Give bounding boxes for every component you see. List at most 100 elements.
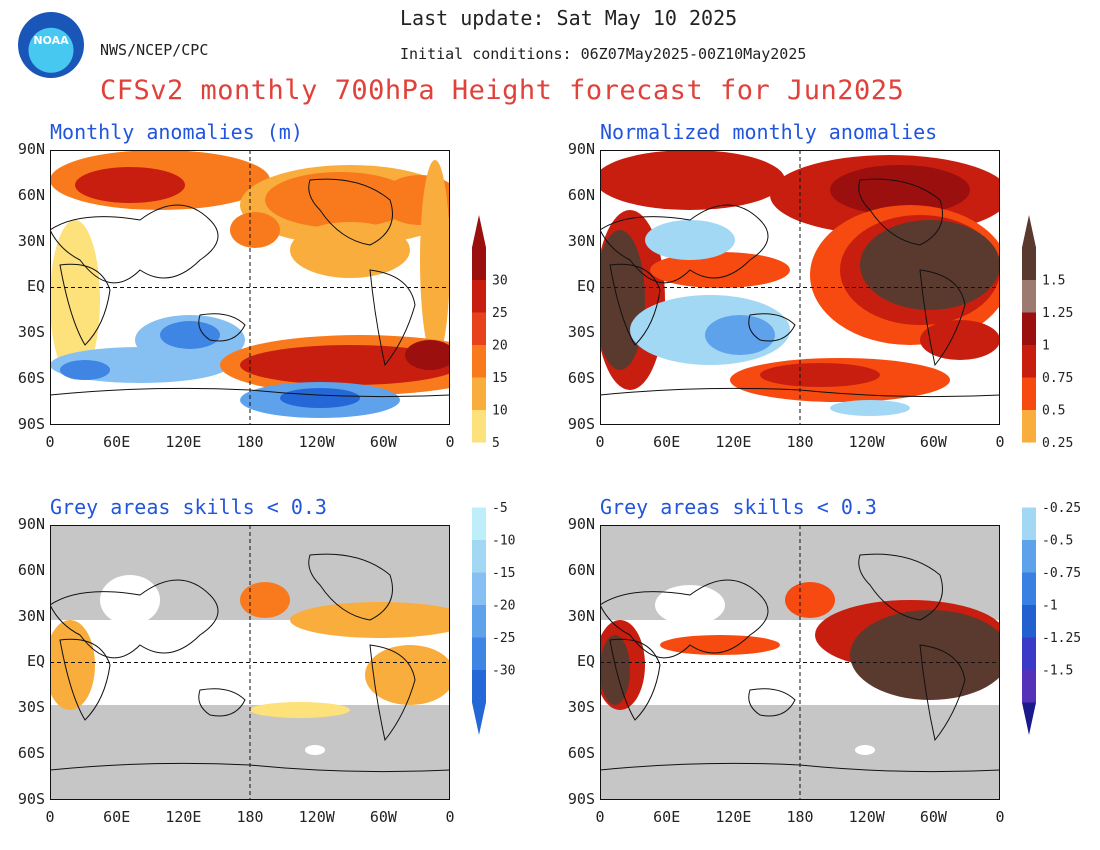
lat-tick-label: 90N <box>567 140 595 158</box>
colorbar-label: 20 <box>492 338 508 354</box>
lon-tick-label: 60E <box>653 433 681 451</box>
lat-tick-label: EQ <box>26 652 45 671</box>
colorbar-segment <box>472 605 486 638</box>
lat-tick-label: 30S <box>567 323 595 342</box>
colorbar-label: 10 <box>492 403 508 419</box>
lon-tick-label: 120W <box>848 433 885 451</box>
lat-tick-label: EQ <box>26 277 45 296</box>
lon-tick-label: 0 <box>995 808 1005 826</box>
map-panel-skill-masked-normalized <box>600 525 1000 800</box>
lat-tick-label: 90N <box>17 515 45 533</box>
lon-tick-label: 0 <box>445 808 455 826</box>
lon-tick-label: 0 <box>445 433 455 451</box>
lon-tick-label: 60E <box>653 808 681 826</box>
colorbar-label: 30 <box>492 273 508 289</box>
colorbar-label: -30 <box>492 663 516 679</box>
colorbar-label: -25 <box>492 631 516 646</box>
lon-tick-label: 0 <box>995 433 1005 451</box>
lon-tick-label: 0 <box>595 808 605 826</box>
colorbar-segment <box>472 377 486 410</box>
map-panel-skill-masked-anomalies <box>50 525 450 800</box>
lon-tick-label: 120W <box>298 433 335 451</box>
colorbar-bottom-arrow <box>1022 702 1036 735</box>
lat-tick-label: 90S <box>17 789 45 808</box>
colorbar-label: -20 <box>492 598 516 614</box>
colorbar-segment <box>472 507 486 540</box>
colorbar-segment <box>1022 637 1036 670</box>
colorbar-segment <box>1022 280 1036 313</box>
lat-tick-label: 60S <box>17 369 45 387</box>
colorbar-segment <box>1022 312 1036 345</box>
colorbar-segment <box>1022 507 1036 540</box>
colorbar-segment <box>1022 572 1036 605</box>
lon-tick-label: 0 <box>595 433 605 451</box>
last-update: Last update: Sat May 10 2025 <box>400 6 738 30</box>
colorbar-top-arrow <box>1022 215 1036 248</box>
colorbar-label: -15 <box>492 566 516 581</box>
lon-tick-label: 120W <box>298 808 335 826</box>
noaa-logo-text: NOAA <box>33 34 69 47</box>
map-panel-anomalies <box>50 150 450 425</box>
colorbar-segment <box>472 475 486 508</box>
colorbar-segment <box>1022 247 1036 280</box>
colorbar-segment <box>1022 605 1036 638</box>
panel-title-bottom-right: Grey areas skills < 0.3 <box>600 495 877 519</box>
lat-tick-label: 90S <box>17 414 45 433</box>
colorbar-segment <box>472 410 486 443</box>
map-panel-normalized <box>600 150 1000 425</box>
lat-tick-label: 60N <box>567 560 595 579</box>
lon-tick-label: 120E <box>165 808 202 826</box>
lat-tick-label: 30N <box>17 606 45 625</box>
lat-tick-label: 60S <box>17 744 45 762</box>
colorbar-segment <box>1022 475 1036 508</box>
agency-label: NWS/NCEP/CPC <box>100 41 209 59</box>
lat-tick-label: EQ <box>576 652 595 671</box>
colorbar-top-arrow <box>472 215 486 248</box>
colorbar-label: 1.5 <box>1042 273 1066 289</box>
colorbar-segment <box>1022 442 1036 475</box>
colorbar-label: -0.5 <box>1042 533 1074 549</box>
lon-tick-label: 180 <box>786 808 814 826</box>
colorbar-segment <box>1022 540 1036 573</box>
lat-tick-label: 60S <box>567 369 595 387</box>
lat-tick-label: 60N <box>17 185 45 204</box>
colorbar-label: -1.25 <box>1042 631 1082 646</box>
lon-tick-label: 120W <box>848 808 885 826</box>
colorbar-segment <box>472 280 486 313</box>
lat-tick-label: 30N <box>567 231 595 250</box>
lon-tick-label: 60W <box>369 433 397 451</box>
lon-tick-label: 120E <box>715 808 752 826</box>
colorbar-label: 0.5 <box>1042 403 1066 419</box>
lat-tick-label: 30S <box>17 323 45 342</box>
lat-tick-label: 90S <box>567 414 595 433</box>
lat-tick-label: 60N <box>567 185 595 204</box>
colorbar-label: -0.75 <box>1042 566 1082 581</box>
page-title: CFSv2 monthly 700hPa Height forecast for… <box>100 75 905 106</box>
colorbar-segment <box>472 345 486 378</box>
lat-tick-label: 90N <box>17 140 45 158</box>
lon-tick-label: 0 <box>45 433 55 451</box>
lat-tick-label: 90N <box>567 515 595 533</box>
noaa-logo: NOAA <box>18 12 84 78</box>
colorbar-segment <box>472 247 486 280</box>
colorbar-segment <box>472 442 486 475</box>
lon-tick-label: 180 <box>786 433 814 451</box>
lon-tick-label: 180 <box>236 808 264 826</box>
panel-title-top-right: Normalized monthly anomalies <box>600 120 938 144</box>
colorbar-label: 0.75 <box>1042 371 1074 386</box>
colorbar-segment <box>1022 377 1036 410</box>
lon-tick-label: 60W <box>919 433 947 451</box>
lon-tick-label: 60E <box>103 433 131 451</box>
colorbar-segment <box>472 572 486 605</box>
lat-tick-label: 30N <box>567 606 595 625</box>
lat-tick-label: 30N <box>17 231 45 250</box>
colorbar-label: 1 <box>1042 338 1050 354</box>
lat-tick-label: 30S <box>17 698 45 717</box>
lat-tick-label: 60S <box>567 744 595 762</box>
lon-tick-label: 180 <box>236 433 264 451</box>
colorbar-segment <box>472 637 486 670</box>
lon-tick-label: 60W <box>919 808 947 826</box>
initial-conditions: Initial conditions: 06Z07May2025-00Z10Ma… <box>400 45 807 63</box>
panel-title-bottom-left: Grey areas skills < 0.3 <box>50 495 327 519</box>
colorbar-segment <box>472 670 486 703</box>
